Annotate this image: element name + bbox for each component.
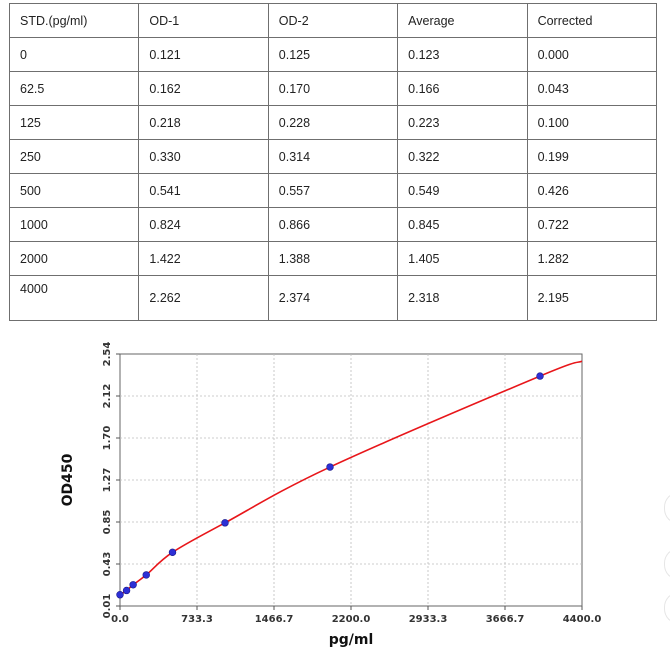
x-tick-label: 2933.3 (409, 614, 448, 625)
cell-od1: 0.218 (138, 105, 269, 140)
cell-average: 0.322 (397, 139, 528, 174)
x-tick-label: 0.0 (111, 614, 129, 625)
y-tick-label: 2.54 (102, 342, 113, 367)
cell-std: 2000 (8, 241, 140, 276)
cell-od2: 0.170 (267, 71, 399, 106)
cell-corrected: 0.100 (526, 105, 658, 140)
y-tick-label: 2.12 (102, 384, 113, 409)
data-point (536, 372, 544, 380)
cell-corrected: 0.043 (526, 71, 658, 106)
y-tick-label: 0.85 (102, 510, 113, 535)
cell-std: 62.5 (8, 71, 140, 106)
cell-corrected: 0.199 (526, 139, 658, 174)
data-point (122, 586, 131, 595)
cell-od2: 1.388 (267, 241, 399, 276)
grid-lines (120, 354, 582, 606)
x-tick-label: 4400.0 (563, 614, 602, 625)
cell-od2: 0.314 (267, 139, 399, 174)
table-row: 500 0.541 0.557 0.549 0.426 (8, 173, 658, 208)
cell-od1: 0.121 (138, 37, 269, 72)
y-tick-label: 0.43 (102, 552, 113, 577)
cell-od1: 0.330 (138, 139, 269, 174)
cell-average: 2.318 (397, 275, 528, 321)
data-point (168, 548, 177, 557)
cell-average: 0.845 (397, 207, 528, 242)
x-axis-title: pg/ml (329, 632, 374, 648)
data-point (142, 571, 150, 579)
cell-std: 250 (8, 139, 140, 174)
y-tick-label: 1.70 (102, 426, 113, 451)
cell-corrected: 1.282 (526, 241, 658, 276)
cell-corrected: 2.195 (526, 275, 658, 321)
cell-std: 0 (8, 37, 140, 72)
cell-od2: 0.557 (267, 173, 399, 208)
cell-average: 0.223 (397, 105, 528, 140)
y-tick-label: 1.27 (102, 468, 113, 493)
header-std: STD.(pg/ml) (8, 3, 140, 38)
data-points (116, 372, 544, 599)
cell-corrected: 0.722 (526, 207, 658, 242)
table-row: 62.5 0.162 0.170 0.166 0.043 (8, 71, 658, 106)
cell-average: 0.549 (397, 173, 528, 208)
cell-std: 4000 (8, 275, 140, 321)
data-point (116, 591, 124, 599)
table-row: 4000 2.262 2.374 2.318 2.195 (8, 275, 658, 321)
table-row: 0 0.121 0.125 0.123 0.000 (8, 37, 658, 72)
data-point (129, 581, 137, 589)
cell-od1: 1.422 (138, 241, 269, 276)
chart-svg: 0.0 733.3 1466.7 2200.0 2933.3 3666.7 4400.0 0.… (60, 342, 601, 648)
table-row: 250 0.330 0.314 0.322 0.199 (8, 139, 658, 174)
data-point (326, 463, 334, 471)
cell-std: 125 (8, 105, 140, 140)
table-row: 1000 0.824 0.866 0.845 0.722 (8, 207, 658, 242)
cell-corrected: 0.426 (526, 173, 658, 208)
standard-curve-table: STD.(pg/ml) OD-1 OD-2 Average Corrected … (8, 3, 658, 321)
cell-average: 1.405 (397, 241, 528, 276)
x-tick-label: 2200.0 (332, 614, 371, 625)
header-od1: OD-1 (138, 3, 269, 38)
cell-std: 1000 (8, 207, 140, 242)
y-tick-label: 0.01 (102, 594, 113, 619)
table-row: 125 0.218 0.228 0.223 0.100 (8, 105, 658, 140)
x-tick-label: 733.3 (181, 614, 213, 625)
cell-average: 0.166 (397, 71, 528, 106)
header-od2: OD-2 (267, 3, 399, 38)
cell-od1: 0.824 (138, 207, 269, 242)
table-header-row: STD.(pg/ml) OD-1 OD-2 Average Corrected (8, 3, 658, 38)
cell-od2: 0.228 (267, 105, 399, 140)
data-point (221, 519, 229, 527)
cell-average: 0.123 (397, 37, 528, 72)
axis-ticks: 0.0 733.3 1466.7 2200.0 2933.3 3666.7 4400.0 0.… (102, 342, 601, 625)
standard-curve-chart: 0.0 733.3 1466.7 2200.0 2933.3 3666.7 4400.0 0.… (0, 340, 670, 666)
cell-od2: 0.125 (267, 37, 399, 72)
cell-od1: 2.262 (138, 275, 269, 321)
cell-od2: 0.866 (267, 207, 399, 242)
cell-od1: 0.162 (138, 71, 269, 106)
table-body: 0 0.121 0.125 0.123 0.000 62.5 0.162 0.170 0.166… (8, 37, 658, 321)
cell-corrected: 0.000 (526, 37, 658, 72)
table-row: 2000 1.422 1.388 1.405 1.282 (8, 241, 658, 276)
header-average: Average (397, 3, 528, 38)
cell-od2: 2.374 (267, 275, 399, 321)
fit-curve (119, 360, 583, 596)
cell-std: 500 (8, 173, 140, 208)
y-axis-title: OD450 (60, 453, 76, 506)
header-corrected: Corrected (526, 3, 658, 38)
x-tick-label: 3666.7 (486, 614, 525, 625)
cell-od1: 0.541 (138, 173, 269, 208)
x-tick-label: 1466.7 (255, 614, 294, 625)
